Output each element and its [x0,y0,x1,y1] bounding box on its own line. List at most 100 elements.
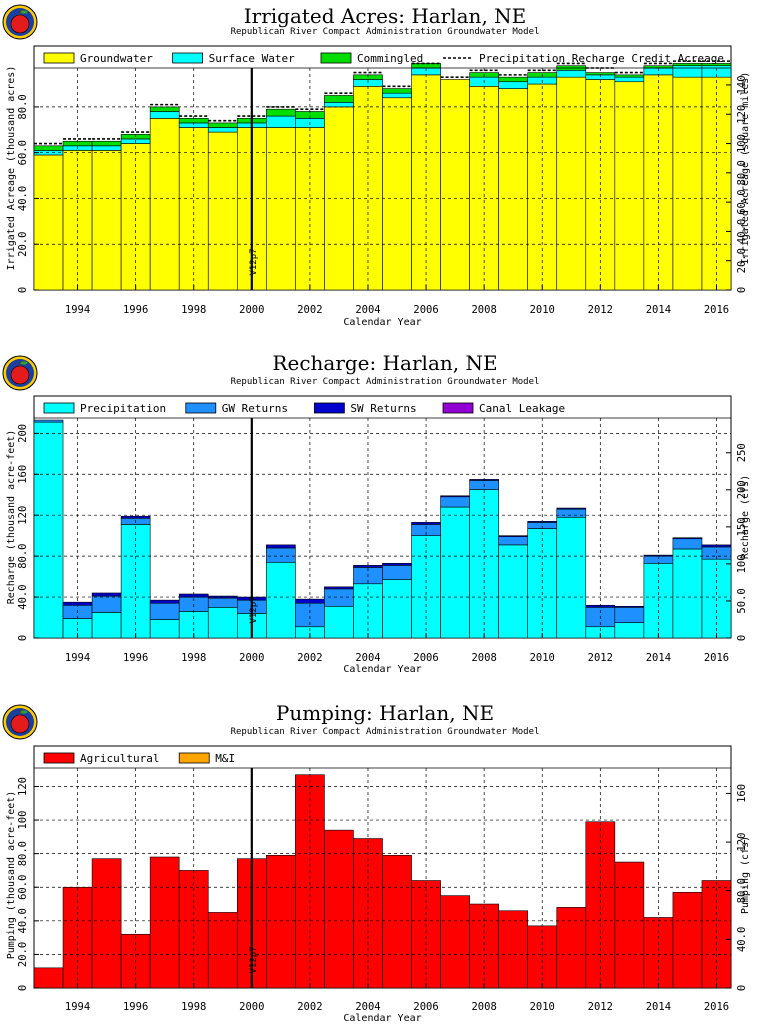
bar-agricultural-2003 [324,829,354,989]
x-tick-label: 2016 [704,304,729,316]
x-tick-label: 1996 [123,652,148,664]
bar-agricultural-1997 [149,856,180,989]
bar-groundwater-2001 [266,127,296,291]
legend-label: GW Returns [222,402,288,415]
bar-sw-returns-1995 [91,592,122,597]
bar-precipitation-2015 [672,548,703,639]
x-tick-label: 2002 [297,1001,322,1013]
x-tick-label: 2010 [530,652,555,664]
x-tick-label: 2014 [646,652,671,664]
y2-tick-label: 200 [736,480,748,499]
chart-subtitle: Republican River Compact Administration … [231,727,540,737]
x-tick-label: 2012 [588,1001,613,1013]
bar-sw-returns-2015 [672,537,703,540]
x-tick-label: 2000 [239,304,264,316]
y-axis-label: Irrigated Acreage (thousand acres) [6,66,17,271]
legend-swatch [43,52,75,64]
legend-label: Canal Leakage [479,402,565,415]
y2-axis-label: Pumping (cfs) [740,836,751,914]
bar-commingled-1993 [33,145,64,151]
bar-commingled-2009 [498,76,529,83]
y-tick-label: 80.0 [17,543,29,568]
bar-groundwater-1999 [207,131,238,291]
bar-agricultural-2006 [411,880,441,989]
bar-precipitation-2003 [324,605,354,639]
bar-commingled-2005 [382,88,412,94]
y2-tick-label: 160 [736,784,748,803]
y-tick-label: 0 [17,287,29,293]
x-tick-label: 2006 [413,304,438,316]
y2-tick-label: 0 [736,287,748,293]
legend-swatch [320,52,352,64]
y2-tick-label: 120 [736,105,748,124]
bar-surface-water-2015 [672,65,703,78]
chart-subtitle: Republican River Compact Administration … [231,27,540,37]
x-tick-label: 2000 [239,1001,264,1013]
bar-gw-returns-2009 [498,536,529,546]
x-tick-label: 2002 [297,652,322,664]
bar-groundwater-2005 [382,97,412,291]
x-axis-label: Calendar Year [343,317,421,328]
y2-tick-label: 80.0 [736,878,748,903]
bar-agricultural-2009 [498,910,529,989]
version-marker-label: V12p7 [249,946,259,973]
bar-agricultural-2013 [614,861,645,989]
logo-icon [2,355,38,391]
y-tick-label: 120 [17,506,29,525]
y-tick-label: 80.0 [17,841,29,866]
bar-gw-returns-1995 [91,595,122,613]
x-tick-label: 2010 [530,1001,555,1013]
x-tick-label: 2004 [355,304,380,316]
y-tick-label: 60.0 [17,875,29,900]
y-tick-label: 80.0 [17,94,29,119]
x-tick-label: 2014 [646,304,671,316]
legend-label: SW Returns [350,402,416,415]
x-tick-label: 1998 [181,652,206,664]
bar-surface-water-2001 [266,115,296,128]
chart-subtitle: Republican River Compact Administration … [231,377,540,387]
x-tick-label: 2000 [239,652,264,664]
bar-gw-returns-1997 [149,602,180,620]
y2-axis-label: Recharge (cfs) [740,475,751,559]
bar-agricultural-1999 [207,912,238,989]
chart-title: Irrigated Acres: Harlan, NE [244,4,527,28]
bar-sw-returns-2003 [324,586,354,590]
bar-sw-returns-2004 [353,565,383,568]
x-tick-label: 1998 [181,304,206,316]
bar-precipitation-1995 [91,612,122,639]
logo-leaf [20,710,28,714]
bar-gw-returns-2015 [672,538,703,550]
x-tick-label: 2006 [413,652,438,664]
logo-stem [19,360,22,367]
version-marker-label: V12p7 [249,248,259,275]
y2-tick-label: 20.0 [736,248,748,273]
bar-gw-returns-2001 [266,547,296,563]
bar-commingled-1997 [149,106,180,112]
logo-apple [10,14,30,34]
bar-groundwater-2013 [614,81,645,291]
bar-gw-returns-1993 [33,419,64,423]
logo-stem [19,709,22,716]
y2-tick-label: 140 [736,75,748,94]
x-tick-label: 1998 [181,1001,206,1013]
bar-precipitation-1999 [207,607,238,639]
y2-tick-label: 40.0 [736,219,748,244]
x-tick-label: 1994 [65,652,90,664]
bar-commingled-1999 [207,122,238,128]
bar-agricultural-1995 [91,858,122,989]
legend-label: M&I [215,752,235,765]
x-tick-label: 2012 [588,304,613,316]
logo-leaf [20,10,28,14]
bar-groundwater-1995 [91,150,122,291]
y-tick-label: 0 [17,635,29,641]
bar-gw-returns-1999 [207,597,238,608]
bar-gw-returns-2013 [614,607,645,623]
y2-tick-label: 0 [736,985,748,991]
bar-sw-returns-2009 [498,535,529,537]
bar-gw-returns-2011 [556,508,587,518]
y-tick-label: 120 [17,777,29,796]
bar-groundwater-2011 [556,76,587,291]
bar-precipitation-1997 [149,619,180,639]
